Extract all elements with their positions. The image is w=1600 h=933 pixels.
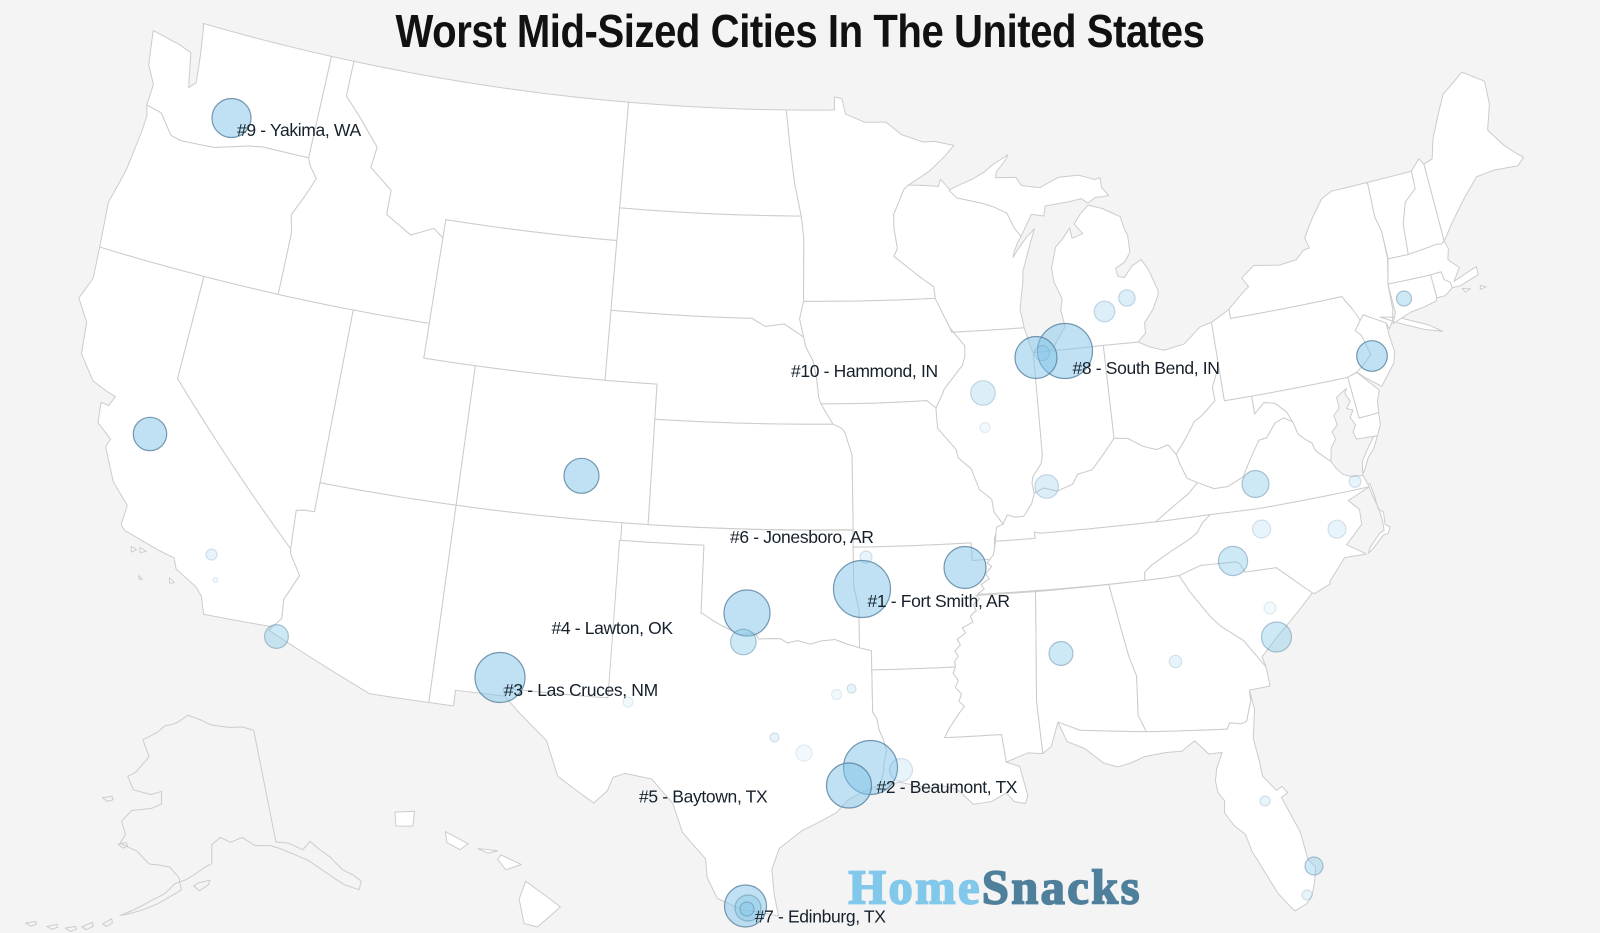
svg-text:#1 - Fort Smith, AR: #1 - Fort Smith, AR (868, 591, 1010, 611)
svg-text:#9 - Yakima, WA: #9 - Yakima, WA (237, 120, 361, 140)
svg-text:#2 - Beaumont, TX: #2 - Beaumont, TX (877, 777, 1018, 797)
svg-text:#4 - Lawton, OK: #4 - Lawton, OK (552, 618, 674, 638)
svg-text:HomeSnacks: HomeSnacks (848, 862, 1142, 915)
svg-text:#3 - Las Cruces, NM: #3 - Las Cruces, NM (504, 680, 658, 700)
svg-text:#6 - Jonesboro, AR: #6 - Jonesboro, AR (730, 527, 874, 547)
svg-text:#7 - Edinburg, TX: #7 - Edinburg, TX (755, 906, 887, 926)
svg-text:#10 - Hammond, IN: #10 - Hammond, IN (791, 361, 938, 381)
svg-text:#5 - Baytown, TX: #5 - Baytown, TX (639, 787, 768, 807)
svg-text:#8 - South Bend, IN: #8 - South Bend, IN (1073, 358, 1220, 378)
svg-text:Worst Mid-Sized Cities In The: Worst Mid-Sized Cities In The United Sta… (396, 5, 1205, 57)
